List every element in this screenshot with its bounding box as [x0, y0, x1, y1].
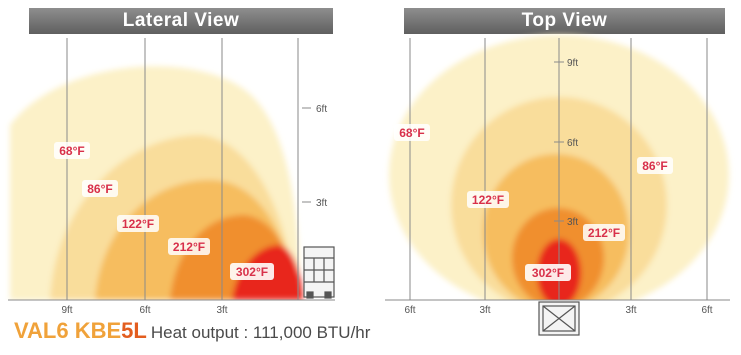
svg-text:212°F: 212°F — [588, 226, 620, 240]
heater-top-icon — [538, 301, 580, 336]
top-depth-label-6ft: 6ft — [567, 138, 578, 149]
top-width-label-left-6ft: 6ft — [404, 305, 415, 316]
svg-text:212°F: 212°F — [173, 240, 205, 254]
lateral-label-212: 212°F — [168, 238, 210, 255]
top-view-title: Top View — [404, 8, 725, 34]
model-name: VAL6 KBE5L — [14, 318, 147, 343]
top-label-122: 122°F — [467, 191, 509, 208]
top-label-212: 212°F — [583, 224, 625, 241]
lateral-distance-label-3ft: 3ft — [216, 305, 227, 316]
top-width-label-left-3ft: 3ft — [479, 305, 490, 316]
top-width-label-right-3ft: 3ft — [625, 305, 636, 316]
lateral-height-label-3ft: 3ft — [316, 198, 327, 209]
top-label-302: 302°F — [525, 264, 571, 281]
lateral-height-label-6ft: 6ft — [316, 104, 327, 115]
heat-output-text: Heat output : 111,000 BTU/hr — [150, 323, 371, 342]
top-label-68: 68°F — [394, 124, 430, 141]
top-depth-label-3ft: 3ft — [567, 217, 578, 228]
lateral-label-68: 68°F — [54, 142, 90, 159]
lateral-view: 6ft 3ft 9ft 6ft 3ft — [8, 38, 335, 316]
lateral-distance-label-6ft: 6ft — [139, 305, 150, 316]
heater-side-icon — [303, 246, 335, 299]
top-width-label-right-6ft: 6ft — [701, 305, 712, 316]
svg-text:68°F: 68°F — [399, 126, 424, 140]
svg-text:122°F: 122°F — [122, 217, 154, 231]
top-view: 9ft 6ft 3ft 6ft 3ft 3ft 6ft — [385, 35, 730, 336]
svg-text:302°F: 302°F — [532, 266, 564, 280]
model-prefix: VAL6 KBE — [14, 318, 122, 343]
lateral-label-122: 122°F — [117, 215, 159, 232]
lateral-label-302: 302°F — [230, 263, 274, 280]
top-depth-label-9ft: 9ft — [567, 58, 578, 69]
svg-text:86°F: 86°F — [642, 159, 667, 173]
top-label-86: 86°F — [637, 157, 673, 174]
svg-text:68°F: 68°F — [59, 144, 84, 158]
lateral-distance-label-9ft: 9ft — [61, 305, 72, 316]
model-highlight: 5L — [121, 318, 147, 343]
svg-text:86°F: 86°F — [87, 182, 112, 196]
lateral-label-86: 86°F — [82, 180, 118, 197]
svg-text:122°F: 122°F — [472, 193, 504, 207]
svg-text:302°F: 302°F — [236, 265, 268, 279]
lateral-view-title: Lateral View — [29, 8, 333, 34]
footer: VAL6 KBE5L Heat output : 111,000 BTU/hr — [14, 318, 370, 344]
